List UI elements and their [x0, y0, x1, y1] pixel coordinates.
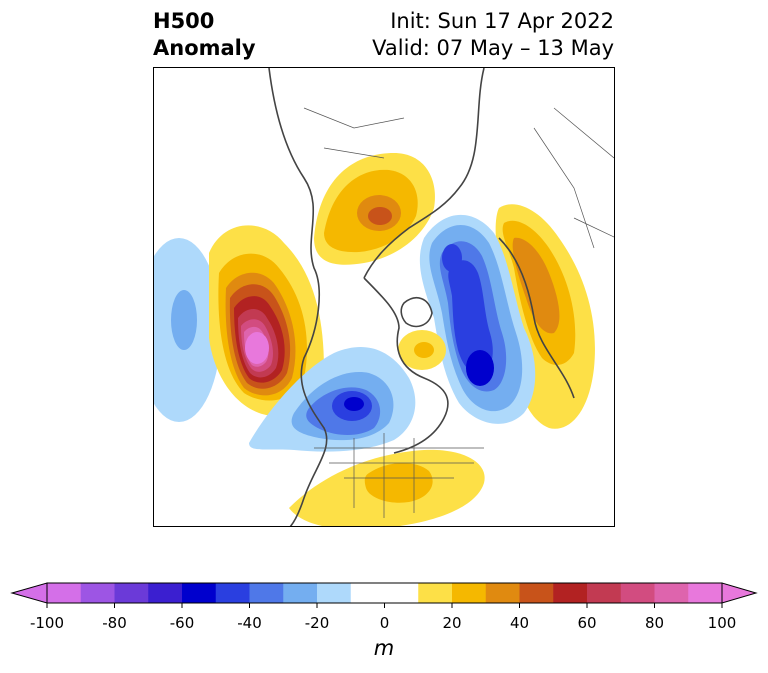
- map-canvas: [154, 68, 614, 526]
- colorbar-segment: [317, 583, 352, 603]
- colorbar-segment: [688, 583, 723, 603]
- colorbar-tick-label: 40: [509, 614, 530, 632]
- greenland-north-atlantic-negative-anomaly: [419, 214, 536, 424]
- colorbar-tick-label: 20: [442, 614, 462, 632]
- colorbar-segment: [620, 583, 655, 603]
- title-line1: H500: [153, 9, 215, 33]
- colorbar-segment: [553, 583, 588, 603]
- colorbar-over-arrow: [721, 582, 758, 604]
- colorbar-tick-label: 0: [379, 614, 390, 632]
- colorbar-tick-label: -40: [237, 614, 262, 632]
- colorbar-tick-label: -100: [29, 614, 65, 632]
- colorbar-segment: [80, 583, 115, 603]
- colorbar-tick-label: -20: [304, 614, 330, 632]
- colorbar-segment: [283, 583, 318, 603]
- north-pacific-negative-anomaly: [154, 238, 221, 422]
- colorbar-segment: [485, 583, 520, 603]
- colorbar-segment: [452, 583, 487, 603]
- colorbar-segment: [215, 583, 250, 603]
- title-block: H500 Anomaly: [153, 8, 256, 62]
- colorbar-segment: [182, 583, 217, 603]
- anomaly-map: [153, 67, 615, 527]
- colorbar-segment: [350, 583, 419, 603]
- siberia-positive-anomaly: [314, 153, 435, 265]
- hudson-bay-positive-anomaly: [398, 330, 446, 370]
- colorbar-segment: [519, 583, 554, 603]
- pacific-positive-anomaly: [209, 225, 324, 417]
- colorbar-units-label: m: [373, 636, 395, 660]
- colorbar-tick-label: 80: [644, 614, 665, 632]
- valid-date-range: Valid: 07 May – 13 May: [372, 36, 614, 60]
- colorbar-segment: [114, 583, 149, 603]
- title-line2: Anomaly: [153, 36, 256, 60]
- colorbar-segment: [654, 583, 689, 603]
- colorbar-tick-label: -80: [102, 614, 127, 632]
- colorbar: [10, 582, 758, 608]
- colorbar-segment: [587, 583, 622, 603]
- coastlines: [268, 68, 575, 526]
- init-date: Init: Sun 17 Apr 2022: [390, 9, 614, 33]
- colorbar-tick-label: 60: [577, 614, 597, 632]
- colorbar-segment: [249, 583, 284, 603]
- colorbar-under-arrow: [10, 582, 48, 604]
- colorbar-tick-label: 100: [707, 614, 737, 632]
- eastern-us-positive-anomaly: [289, 449, 485, 526]
- country-borders: [303, 107, 614, 518]
- colorbar-segment: [418, 583, 453, 603]
- colorbar-tick-label: -60: [169, 614, 195, 632]
- forecast-dates: Init: Sun 17 Apr 2022 Valid: 07 May – 13…: [372, 8, 614, 62]
- colorbar-segment: [148, 583, 183, 603]
- colorbar-segment: [47, 583, 82, 603]
- central-north-america-negative-anomaly: [249, 347, 416, 452]
